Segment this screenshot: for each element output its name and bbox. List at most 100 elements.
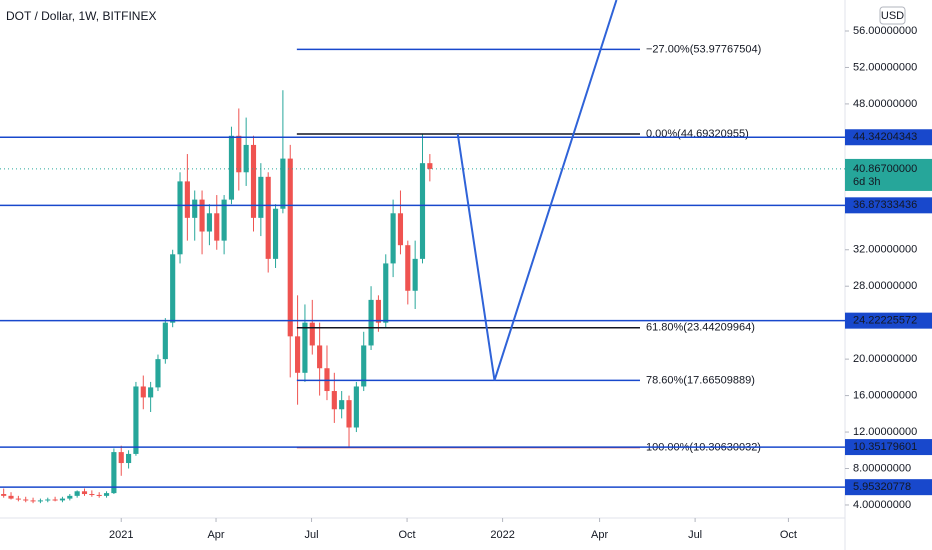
fib-label: −27.00%(53.97767504) (646, 43, 761, 55)
candle-body (192, 199, 198, 218)
y-tick-label: 4.00000000 (853, 499, 911, 511)
level-tag (845, 197, 932, 214)
candle-body (287, 158, 293, 337)
currency[interactable]: USD (881, 10, 904, 22)
candle-body (1, 494, 7, 496)
y-tick-label: 20.00000000 (853, 353, 917, 365)
candle-body (199, 199, 205, 232)
candle-body (23, 499, 29, 501)
candle-body (368, 299, 374, 346)
candle-body (30, 500, 36, 502)
level-tag-label: 44.34204343 (853, 131, 917, 143)
candle-body (397, 213, 404, 246)
candle-body (140, 386, 146, 398)
candle-body (96, 494, 102, 496)
x-tick-label: 2021 (109, 529, 133, 541)
x-tick-label: Oct (780, 529, 797, 541)
candle-body (177, 181, 183, 255)
candle-body (15, 498, 21, 500)
x-tick-label: Apr (591, 529, 608, 541)
candle-body (419, 163, 426, 259)
candle-body (126, 453, 132, 464)
candle-body (324, 368, 330, 392)
level-tag-label: 10.35179601 (853, 441, 917, 453)
candle-body (375, 299, 381, 323)
candle-body (81, 491, 88, 495)
candle-body (118, 452, 124, 464)
x-tick-label: Jul (688, 529, 702, 541)
candle-body (353, 386, 359, 428)
candle-body (427, 163, 433, 169)
x-tick-label: 2022 (490, 529, 514, 541)
plot: −27.00%(53.97767504) 0.00%(44.69320955) 61… (0, 0, 845, 504)
fib-label: 61.80%(23.44209964) (646, 322, 755, 334)
candle-body (280, 158, 286, 209)
candle-body (302, 322, 308, 373)
candle-body (45, 499, 51, 501)
x-tick-label: Jul (305, 529, 319, 541)
candle-body (162, 322, 168, 360)
candle-body (236, 135, 242, 173)
candle-body (74, 491, 80, 496)
fib-label: 0.00%(44.69320955) (646, 128, 749, 140)
candle-body (133, 386, 139, 454)
candle-body (111, 452, 117, 494)
candle-body (361, 345, 367, 387)
x-tick-label: Oct (399, 529, 416, 541)
candle-body (339, 400, 345, 410)
countdown: 6d 3h (853, 176, 881, 188)
candle-body (8, 495, 14, 499)
level-tag-label: 36.87333436 (853, 199, 917, 211)
candle-body (331, 391, 337, 410)
candle-body (148, 387, 154, 398)
chart-title: DOT / Dollar, 1W, BITFINEX (6, 9, 156, 23)
y-tick-label: 32.00000000 (853, 244, 917, 256)
x-tick-label: Apr (207, 529, 224, 541)
last-price-tag (845, 158, 932, 191)
candle-body (184, 181, 190, 218)
candle-body (295, 336, 301, 373)
level-tag (845, 312, 932, 329)
y-tick-label: 56.00000000 (853, 25, 917, 37)
candle-body (221, 199, 227, 241)
candle-body (59, 498, 66, 501)
level-tag (845, 129, 932, 146)
candle-body (272, 208, 279, 259)
level-tag (845, 439, 932, 456)
candle-body (52, 499, 58, 501)
candle-body (405, 245, 411, 291)
candle-body (412, 258, 418, 291)
level-tag (845, 479, 932, 496)
y-tick-label: 28.00000000 (853, 280, 917, 292)
projection-line (456, 0, 618, 381)
candle-body (67, 495, 73, 499)
candle-body (346, 400, 352, 428)
candle-body (155, 359, 161, 388)
candle-body (37, 500, 43, 502)
y-tick-label: 8.00000000 (853, 462, 911, 474)
candle-body (206, 213, 212, 232)
candle-body (243, 144, 249, 173)
candle-body (214, 213, 220, 241)
candle-body (228, 135, 235, 200)
level-tag-label: 5.95320778 (853, 481, 911, 493)
candle-body (170, 254, 176, 323)
last-price-label: 40.86700000 (853, 163, 917, 175)
y-tick-label: 12.00000000 (853, 426, 917, 438)
y-tick-label: 48.00000000 (853, 98, 917, 110)
level-tag-label: 24.22225572 (853, 315, 917, 327)
candle-body (309, 322, 315, 346)
candle-body (89, 494, 95, 496)
y-tick-label: 16.00000000 (853, 389, 917, 401)
candle-body (258, 176, 264, 218)
candle-body (390, 213, 396, 264)
candle-body (265, 176, 271, 259)
candle-body (103, 493, 110, 496)
candle-body (250, 144, 257, 218)
currency-box[interactable] (879, 6, 906, 25)
y-tick-label: 52.00000000 (853, 61, 917, 73)
fib-label: 78.60%(17.66509889) (646, 374, 755, 386)
candle-body (383, 263, 389, 323)
